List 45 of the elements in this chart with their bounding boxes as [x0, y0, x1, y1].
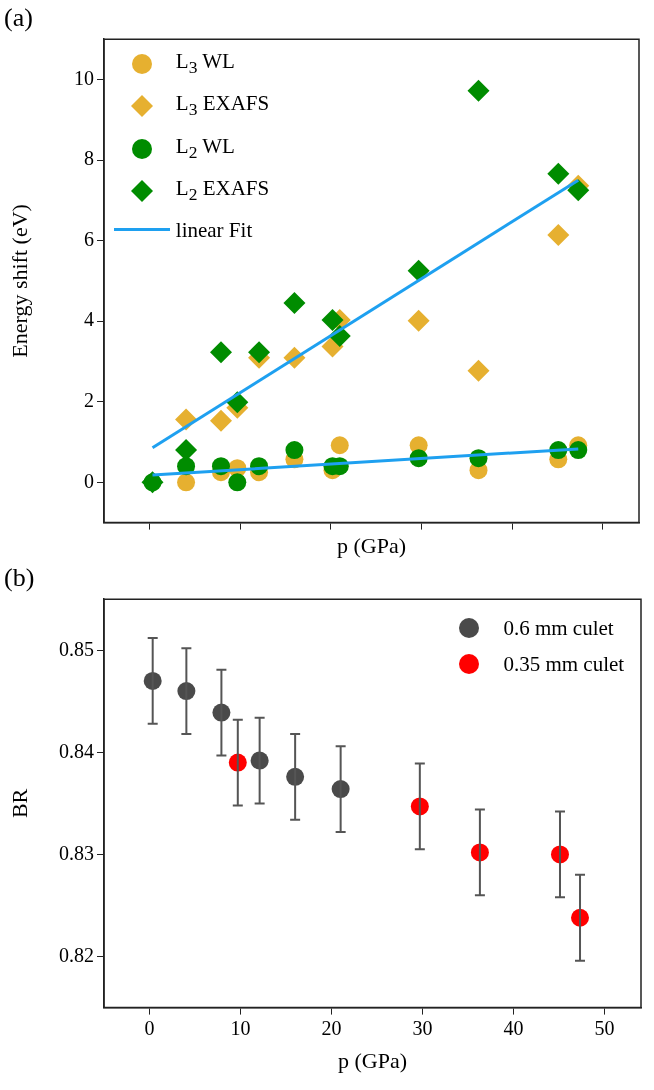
x-tick-label: 30 — [412, 1016, 433, 1039]
point — [547, 162, 570, 185]
point — [467, 359, 490, 382]
legend-label: L$_{2}$ EXAFS — [175, 174, 270, 206]
y-tick-label: 4 — [84, 308, 94, 331]
legend-label: L$_{3}$ WL — [175, 48, 235, 80]
point — [209, 409, 232, 432]
y-tick-label: 0.83 — [59, 841, 94, 864]
x-axis-title: p (GPa) — [336, 532, 407, 558]
y-tick-label: 0 — [84, 469, 94, 492]
chart-title: (b) — [4, 563, 35, 593]
x-tick-label: 0 — [144, 1016, 155, 1039]
point — [283, 292, 306, 315]
y-tick-label: 8 — [84, 147, 94, 170]
legend-label: 0.35 mm culet — [503, 651, 625, 679]
point — [547, 223, 570, 246]
legend-label: L$_{2}$ WL — [175, 132, 235, 164]
y-tick-label: 0.85 — [59, 637, 94, 660]
y-tick-label: 6 — [84, 227, 94, 250]
y-tick-label: 0.82 — [59, 943, 94, 966]
chart-title: (a) — [4, 3, 33, 33]
y-tick-label: 2 — [84, 389, 94, 411]
x-tick-label: 50 — [594, 1016, 615, 1039]
point — [285, 441, 304, 460]
point — [407, 259, 430, 282]
y-tick-label: 0.84 — [59, 739, 94, 762]
y-tick-label: 10 — [74, 66, 94, 89]
point — [467, 79, 490, 102]
legend-label: L$_{3}$ EXAFS — [175, 90, 270, 122]
legend-label: linear Fit — [175, 216, 253, 244]
point — [321, 308, 344, 331]
point — [567, 179, 590, 202]
point — [209, 341, 232, 364]
point — [177, 473, 196, 492]
point — [330, 436, 349, 455]
legend-label: 0.6 mm culet — [503, 615, 614, 643]
point — [228, 473, 247, 492]
point — [407, 309, 430, 332]
x-tick-label: 10 — [230, 1016, 251, 1039]
x-tick-label: 40 — [503, 1016, 524, 1039]
x-tick-label: 20 — [321, 1016, 342, 1039]
x-axis-title: p (GPa) — [337, 1047, 408, 1073]
y-axis-title: Energy shift (eV) — [6, 204, 32, 358]
y-axis-title: BR — [6, 788, 32, 819]
point — [248, 341, 271, 364]
